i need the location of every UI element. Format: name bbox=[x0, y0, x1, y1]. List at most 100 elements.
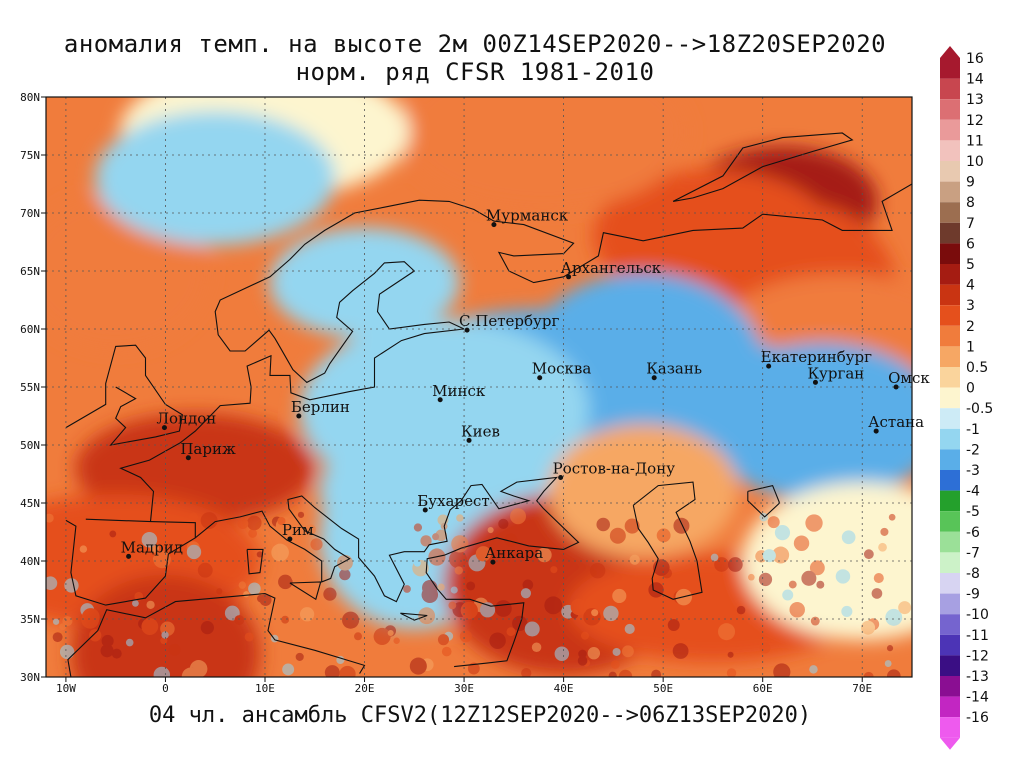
city-marker bbox=[296, 413, 302, 419]
field-speckle bbox=[772, 546, 790, 564]
field-speckle bbox=[437, 634, 450, 646]
field-speckle bbox=[667, 619, 680, 632]
field-speckle bbox=[726, 668, 737, 677]
field-speckle bbox=[448, 601, 457, 610]
city-label: Курган bbox=[807, 364, 864, 382]
field-speckle bbox=[520, 588, 532, 599]
field-speckle bbox=[373, 627, 391, 645]
field-speckle bbox=[354, 632, 363, 641]
field-speckle bbox=[337, 554, 353, 571]
city-label: Мурманск bbox=[486, 207, 569, 225]
field-speckle bbox=[382, 527, 397, 543]
field-speckle bbox=[648, 582, 664, 598]
city-label: Астана bbox=[868, 413, 924, 431]
field-speckle bbox=[271, 543, 289, 562]
x-tick-label: 20E bbox=[355, 682, 375, 695]
field-speckle bbox=[758, 572, 773, 587]
field-speckle bbox=[710, 553, 719, 562]
field-speckle bbox=[153, 666, 171, 677]
city-marker bbox=[437, 397, 443, 403]
field-speckle bbox=[489, 632, 506, 649]
field-speckle bbox=[880, 527, 889, 536]
x-tick-label: 10W bbox=[56, 682, 76, 695]
city-marker bbox=[464, 327, 470, 333]
x-axis: 10W 0 10E 20E 30E 40E 50E 60E 70E bbox=[56, 677, 872, 695]
field-speckle bbox=[46, 513, 54, 523]
field-speckle bbox=[339, 568, 351, 581]
field-speckle bbox=[596, 517, 610, 532]
field-speckle bbox=[197, 562, 213, 578]
field-speckle bbox=[884, 660, 892, 667]
field-speckle bbox=[788, 580, 797, 589]
field-speckle bbox=[364, 518, 382, 536]
colorbar-label: -0.5 bbox=[966, 401, 993, 417]
city-marker bbox=[490, 559, 496, 565]
field-speckle bbox=[841, 605, 853, 617]
field-speckle bbox=[809, 560, 825, 576]
field-speckle bbox=[409, 657, 427, 675]
field-speckle bbox=[467, 662, 480, 675]
field-speckle bbox=[109, 530, 117, 538]
field-speckle bbox=[437, 583, 445, 591]
field-speckle bbox=[277, 516, 286, 526]
field-speckle bbox=[587, 647, 601, 660]
field-speckle bbox=[46, 594, 50, 601]
colorbar-swatch bbox=[940, 202, 960, 223]
coastline bbox=[65, 518, 196, 606]
field-speckle bbox=[612, 647, 621, 656]
y-tick-label: 50N bbox=[20, 439, 40, 452]
field-speckle bbox=[248, 529, 258, 538]
field-speckle bbox=[494, 600, 512, 617]
y-tick-label: 65N bbox=[20, 265, 40, 278]
x-tick-label: 10E bbox=[255, 682, 275, 695]
field-speckle bbox=[841, 530, 856, 545]
colorbar-swatch bbox=[940, 593, 960, 615]
ensemble-footer: 04 чл. ансамбль CFSV2(12Z12SEP2020-->06Z… bbox=[148, 703, 812, 728]
colorbar-label: 14 bbox=[966, 72, 984, 88]
field-speckle bbox=[782, 589, 794, 601]
colorbar-swatch bbox=[940, 161, 960, 182]
colorbar-label: -8 bbox=[966, 566, 980, 582]
field-speckle bbox=[79, 545, 88, 553]
coastline bbox=[67, 592, 366, 677]
field-speckle bbox=[767, 516, 780, 529]
field-speckle bbox=[342, 611, 360, 629]
colorbar-swatch bbox=[940, 284, 960, 306]
field-speckle bbox=[550, 566, 558, 574]
anomaly-region bbox=[95, 111, 336, 246]
field-speckle bbox=[591, 609, 599, 617]
colorbar-swatch bbox=[940, 408, 960, 429]
field-speckle bbox=[577, 656, 588, 666]
field-speckle bbox=[256, 594, 265, 603]
y-tick-label: 45N bbox=[20, 497, 40, 510]
chart-title: аномалия темп. на высоте 2м 00Z14SEP2020… bbox=[63, 30, 887, 58]
field-speckle bbox=[403, 585, 411, 593]
field-speckle bbox=[111, 648, 122, 659]
colorbar-label: -9 bbox=[966, 587, 980, 603]
field-speckle bbox=[323, 587, 337, 601]
x-tick-label: 50E bbox=[653, 682, 673, 695]
field-speckle bbox=[370, 657, 380, 667]
field-speckle bbox=[805, 514, 823, 532]
city-label: С.Петербург bbox=[459, 312, 559, 330]
city-labels: Мурманск Архангельск С.Петербург Москва Каза… bbox=[121, 207, 930, 565]
city-marker bbox=[893, 384, 899, 390]
colorbar-swatch bbox=[940, 264, 960, 285]
colorbar-swatch bbox=[940, 614, 960, 635]
colorbar-label: 5 bbox=[966, 257, 975, 273]
colorbar-swatch bbox=[940, 490, 960, 512]
city-marker bbox=[873, 428, 879, 434]
field-speckle bbox=[46, 576, 58, 591]
city-label: Лондон bbox=[156, 410, 216, 428]
field-speckle bbox=[153, 550, 171, 569]
field-speckle bbox=[727, 557, 743, 572]
field-speckle bbox=[456, 514, 464, 522]
field-speckle bbox=[81, 611, 100, 629]
colorbar-label: -4 bbox=[966, 484, 980, 500]
field-speckle bbox=[789, 601, 805, 618]
colorbar-top-arrow bbox=[940, 46, 960, 58]
field-speckle bbox=[886, 645, 894, 652]
colorbar-swatch bbox=[940, 511, 960, 532]
field-speckle bbox=[651, 669, 662, 677]
city-marker bbox=[185, 455, 191, 461]
